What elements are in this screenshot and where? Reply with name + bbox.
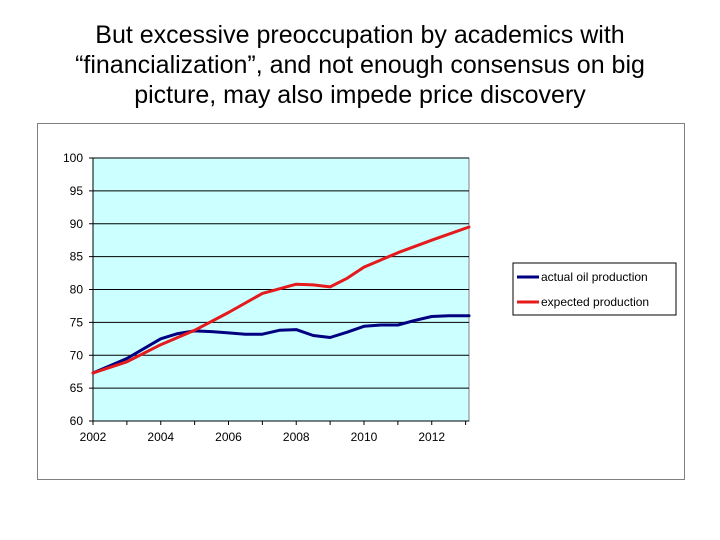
y-tick-label-100: 100	[63, 151, 83, 165]
legend: actual oil production expected production	[512, 262, 677, 316]
slide-title: But excessive preoccupation by academics…	[20, 20, 700, 110]
title-line-2: “financialization”, and not enough conse…	[75, 51, 645, 79]
chart-frame: 100 95 90 85 80 75 70 65 60 2002 2004 2006 2008 2010 2…	[37, 123, 685, 480]
legend-label-expected-production: expected production	[541, 295, 649, 309]
series-line-actual-oil-production	[91, 314, 471, 375]
title-line-1: But excessive preoccupation by academics…	[95, 21, 625, 49]
title-line-3: picture, may also impede price discovery	[134, 81, 586, 109]
y-tick-label-95: 95	[70, 184, 84, 198]
x-tick-label-2012: 2012	[418, 430, 445, 444]
x-tick-label-2008: 2008	[283, 430, 310, 444]
y-tick-label-90: 90	[70, 217, 84, 231]
series-line-expected-production	[91, 225, 471, 375]
x-tick-label-2002: 2002	[80, 430, 107, 444]
y-tick-label-65: 65	[70, 381, 84, 395]
legend-box	[512, 262, 677, 316]
y-tick-label-85: 85	[70, 250, 84, 264]
axes: 100 95 90 85 80 75 70 65 60 2002 2004 2006 2008 2010 2…	[63, 151, 469, 444]
line-chart: 100 95 90 85 80 75 70 65 60 2002 2004 2006 2008 2010 2…	[63, 151, 677, 444]
x-tick-label-2010: 2010	[351, 430, 378, 444]
x-tick-label-2004: 2004	[147, 430, 174, 444]
y-tick-label-80: 80	[70, 283, 84, 297]
legend-label-actual-oil-production: actual oil production	[541, 270, 648, 284]
y-tick-label-60: 60	[70, 414, 84, 428]
y-tick-label-75: 75	[70, 315, 84, 329]
series-lines	[91, 225, 471, 375]
x-tick-label-2006: 2006	[215, 430, 242, 444]
y-tick-label-70: 70	[70, 348, 84, 362]
